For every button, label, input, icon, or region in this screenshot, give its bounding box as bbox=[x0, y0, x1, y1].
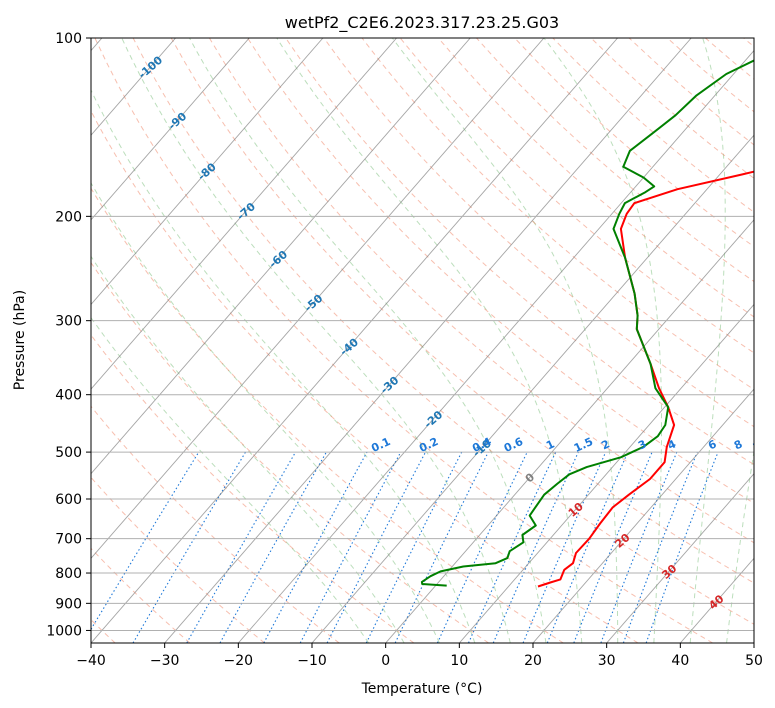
dry-adiabat-line bbox=[552, 38, 754, 213]
isotherm-line bbox=[91, 38, 618, 643]
dry-adiabat-line bbox=[476, 38, 754, 283]
x-tick-label: 40 bbox=[671, 653, 689, 669]
mixing-ratio-label: 8 bbox=[732, 437, 744, 452]
isotherm-line bbox=[385, 219, 754, 643]
plot-area-content: -100-90-80-70-60-50-40-30-20-10010203040… bbox=[91, 38, 775, 643]
dry-adiabat-line bbox=[94, 38, 713, 643]
isotherm-line bbox=[532, 388, 754, 643]
isotherm-line bbox=[311, 134, 754, 643]
dry-adiabat-line bbox=[247, 38, 754, 504]
dry-adiabat-line bbox=[91, 405, 340, 643]
moist-adiabat-line bbox=[91, 255, 405, 643]
isotherm-label: -90 bbox=[166, 110, 190, 133]
dry-adiabat-line bbox=[361, 38, 754, 391]
x-tick-label: −40 bbox=[76, 653, 106, 669]
dry-adiabat-line bbox=[91, 476, 265, 643]
x-tick-label: 30 bbox=[598, 653, 616, 669]
y-tick-label: 900 bbox=[55, 596, 82, 612]
mixing-ratio-line bbox=[600, 451, 678, 643]
profile-series bbox=[420, 59, 754, 588]
dry-adiabat-line bbox=[743, 38, 754, 48]
y-axis-label: Pressure (hPa) bbox=[12, 290, 28, 390]
dry-adiabat-line bbox=[399, 38, 754, 354]
moist-adiabat-line bbox=[763, 38, 775, 643]
moist-adiabat-line bbox=[91, 316, 370, 643]
y-axis-ticks: 100 200 300 400 500 600 700 800 900 1000 bbox=[46, 31, 91, 639]
x-axis-label: Temperature (°C) bbox=[361, 681, 483, 697]
mixing-ratio-line bbox=[573, 451, 653, 643]
dry-adiabat-line bbox=[91, 187, 564, 643]
dry-adiabat-line bbox=[705, 38, 754, 80]
mixing-ratio-label: 10 bbox=[751, 436, 771, 454]
isotherm-line bbox=[91, 38, 471, 475]
y-tick-label: 300 bbox=[55, 314, 82, 330]
moist-adiabat-line bbox=[91, 88, 476, 643]
mixing-ratio-label: 4 bbox=[666, 437, 679, 452]
mixing-ratio-line bbox=[219, 451, 327, 643]
x-tick-label: −20 bbox=[224, 653, 254, 669]
moist-adiabat-line bbox=[391, 38, 619, 643]
chart-title: wetPf2_C2E6.2023.317.23.25.G03 bbox=[285, 13, 559, 33]
isotherm-line bbox=[458, 303, 754, 643]
mixing-ratio-line bbox=[546, 451, 629, 643]
mixing-ratio-line bbox=[365, 451, 463, 643]
isotherm-line bbox=[164, 38, 692, 643]
x-tick-label: −10 bbox=[297, 653, 327, 669]
y-tick-label: 600 bbox=[55, 492, 82, 508]
isotherm-line bbox=[606, 473, 754, 643]
dry-adiabat-line bbox=[91, 261, 489, 643]
dry-adiabat-line bbox=[132, 38, 754, 625]
moist-adiabat-line bbox=[276, 38, 583, 643]
isotherm-line bbox=[91, 38, 397, 390]
mixing-ratio-line bbox=[91, 451, 200, 631]
isotherm-line bbox=[237, 49, 754, 643]
x-tick-label: 10 bbox=[450, 653, 468, 669]
mixing-ratio-line bbox=[263, 451, 368, 643]
isotherm-line bbox=[679, 557, 754, 643]
y-tick-label: 400 bbox=[55, 388, 82, 404]
isotherm-line bbox=[91, 38, 545, 560]
y-tick-label: 800 bbox=[55, 566, 82, 582]
y-tick-label: 100 bbox=[55, 31, 82, 47]
moist-adiabat-line bbox=[189, 38, 547, 643]
mixing-ratio-line bbox=[622, 451, 698, 643]
dry-adiabat-line bbox=[170, 38, 754, 584]
x-axis-ticks: −40 −30 −20 −10 0 10 20 30 40 50 bbox=[76, 643, 763, 669]
mixing-ratio-line bbox=[299, 451, 402, 643]
y-tick-label: 200 bbox=[55, 209, 82, 225]
dry-adiabat-line bbox=[91, 109, 639, 643]
isotherm-label: -100 bbox=[136, 53, 166, 81]
dry-adiabat-line bbox=[285, 38, 754, 466]
isotherm-line bbox=[91, 38, 324, 306]
x-tick-label: −30 bbox=[150, 653, 180, 669]
dewpoint-profile-line bbox=[420, 59, 754, 587]
mixing-ratio-label: 6 bbox=[706, 437, 719, 452]
dry-adiabat-line bbox=[208, 38, 754, 544]
isotherm-line bbox=[753, 642, 754, 643]
isotherms bbox=[91, 38, 754, 643]
mixing-ratio-line bbox=[645, 451, 719, 643]
mixing-ratio-line bbox=[522, 451, 607, 643]
x-tick-label: 0 bbox=[381, 653, 390, 669]
moist-adiabat-line bbox=[121, 38, 511, 643]
moist-adiabat-line bbox=[689, 38, 726, 643]
pressure-gridlines bbox=[91, 38, 754, 631]
isotherm-label: -50 bbox=[302, 292, 326, 315]
isotherm-label: -80 bbox=[195, 160, 219, 183]
isotherm-line bbox=[91, 38, 250, 221]
y-tick-label: 500 bbox=[55, 445, 82, 461]
moist-adiabat-line bbox=[543, 38, 662, 643]
mixing-ratio-line bbox=[394, 451, 489, 643]
moist-adiabat-line bbox=[91, 182, 440, 643]
y-tick-label: 1000 bbox=[46, 623, 82, 639]
x-tick-label: 50 bbox=[745, 653, 763, 669]
plot-frame bbox=[90, 37, 755, 644]
moist-adiabat-line bbox=[726, 448, 754, 643]
mixing-ratio-label: 1 bbox=[544, 437, 556, 452]
y-tick-label: 700 bbox=[55, 532, 82, 548]
x-tick-label: 20 bbox=[524, 653, 542, 669]
